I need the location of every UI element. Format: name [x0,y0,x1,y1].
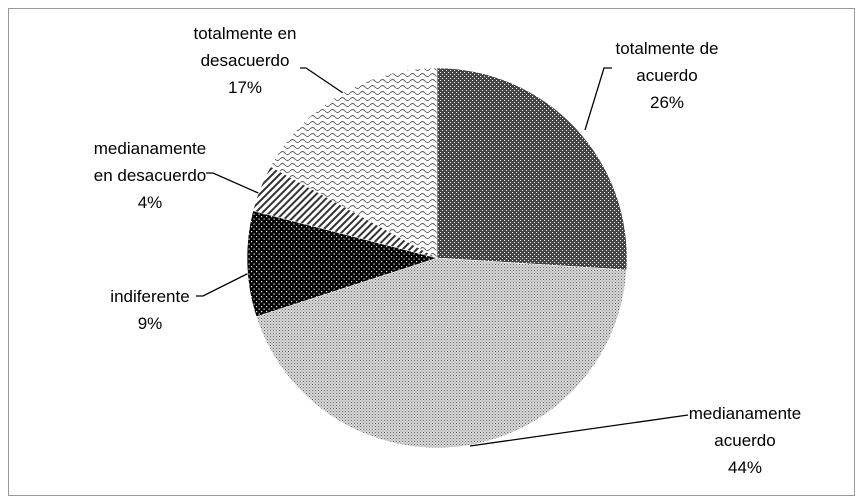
category-label: medianamente acuerdo [688,404,802,450]
value-label: 26% [649,93,685,112]
pie-slice [270,67,438,259]
category-label: medianamente en desacuerdo [93,139,207,185]
slice-label: indiferente 9% [85,283,215,337]
slice-label: totalmente en desacuerdo 17% [180,20,310,101]
slices [246,67,628,449]
slice-label: medianamente en desacuerdo 4% [85,135,215,216]
slice-label: medianamente acuerdo 44% [680,400,810,481]
category-label: totalmente de acuerdo [615,39,719,85]
value-label: 4% [137,193,163,212]
slice-label: totalmente de acuerdo 26% [602,35,732,116]
value-label: 9% [137,314,163,333]
leader-lines [196,67,689,447]
leader-line [300,67,347,96]
value-label: 17% [227,78,263,97]
leader-line [584,67,612,131]
pie-slice [436,67,628,271]
leader-line [469,414,689,447]
pie-slice [255,257,627,449]
category-label: indiferente [110,287,190,306]
leader-line [206,172,266,197]
leader-line [196,269,256,297]
category-label: totalmente en desacuerdo [193,24,297,70]
value-label: 44% [727,458,763,477]
pie-slice [246,210,438,318]
